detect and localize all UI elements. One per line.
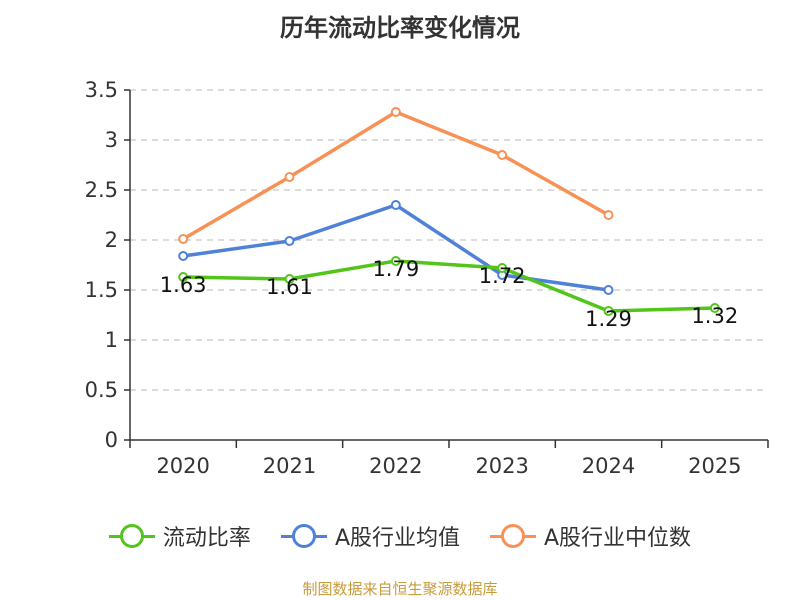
- x-tick-label: 2022: [369, 454, 422, 478]
- data-point: [390, 107, 401, 117]
- legend-label: A股行业中位数: [544, 526, 692, 551]
- data-point: [390, 256, 401, 266]
- chart-title: 历年流动比率变化情况: [280, 14, 520, 42]
- y-tick-label: 1.5: [85, 278, 118, 302]
- data-label: 1.72: [479, 264, 526, 288]
- legend-label: 流动比率: [162, 526, 251, 551]
- legend-item[interactable]: A股行业中位数: [490, 520, 691, 552]
- y-tick-label: 2.5: [85, 178, 118, 202]
- legend-marker-icon: [490, 524, 536, 548]
- data-label: 1.32: [691, 304, 738, 328]
- data-point: [178, 234, 189, 244]
- series-line: [182, 110, 610, 241]
- x-tick-label: 2023: [475, 454, 528, 478]
- y-tick-label: 3: [105, 128, 118, 152]
- series-line: [183, 259, 715, 313]
- data-point: [284, 172, 295, 182]
- y-tick-label: 0: [105, 428, 118, 452]
- data-label: 1.79: [372, 257, 419, 281]
- x-tick-label: 2021: [263, 454, 316, 478]
- data-point: [497, 263, 508, 273]
- x-tick-label: 2020: [156, 454, 209, 478]
- data-point: [709, 303, 720, 313]
- data-labels: 1.63 1.61 1.79 1.72 1.29 1.32: [160, 257, 738, 331]
- data-point: [284, 236, 295, 246]
- data-point: [390, 200, 401, 210]
- legend-item[interactable]: 流动比率: [108, 520, 251, 552]
- y-tick-label: 0.5: [85, 378, 118, 402]
- y-tick-label: 2: [105, 228, 118, 252]
- axes: 0 0.5 1 1.5 2 2.5 3 3.5 2020 2021 2022 2023 2024 2025: [85, 78, 769, 478]
- source-footer: 制图数据来自恒生聚源数据库: [302, 580, 498, 598]
- series-lines: [178, 107, 720, 316]
- data-point: [603, 306, 614, 316]
- y-tick-label: 1: [105, 328, 118, 352]
- data-point: [497, 150, 508, 160]
- data-label: 1.61: [266, 275, 313, 299]
- data-point: [603, 285, 614, 295]
- data-point: [284, 274, 295, 284]
- data-label: 1.29: [585, 307, 632, 331]
- legend-marker-icon: [108, 524, 155, 548]
- x-tick-label: 2024: [582, 454, 635, 478]
- data-point: [178, 251, 189, 261]
- legend-marker-icon: [280, 524, 327, 548]
- legend-item[interactable]: A股行业均值: [280, 520, 460, 552]
- legend-label: A股行业均值: [334, 526, 460, 551]
- legend: 流动比率 A股行业均值 A股行业中位数: [0, 520, 800, 552]
- data-label: 1.63: [160, 273, 207, 297]
- x-tick-label: 2025: [688, 454, 741, 478]
- y-tick-label: 3.5: [85, 78, 118, 102]
- data-point: [603, 210, 614, 220]
- data-point: [178, 272, 189, 282]
